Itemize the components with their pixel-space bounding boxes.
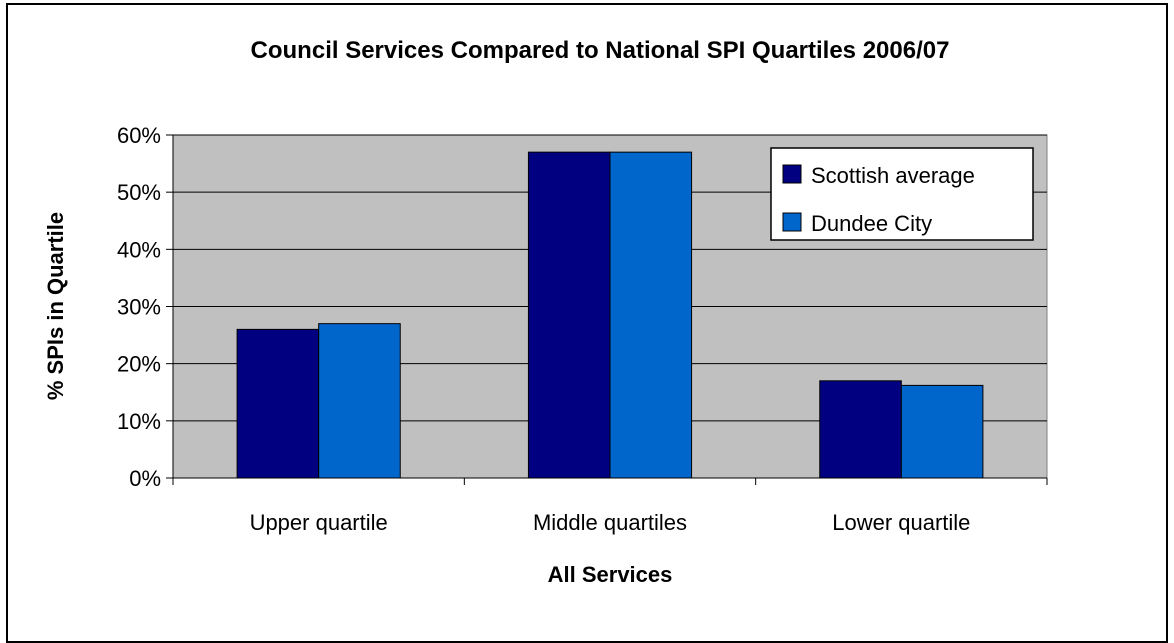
y-axis-label: % SPIs in Quartile — [43, 212, 68, 400]
legend-box — [770, 147, 1034, 241]
legend: Scottish average Dundee City — [770, 147, 1034, 241]
chart: Council Services Compared to National SP… — [43, 37, 1048, 587]
bar-dundee-city — [900, 384, 984, 479]
legend-swatch-scottish-average — [782, 164, 802, 184]
x-tick-labels: Upper quartile Middle quartiles Lower quar… — [250, 510, 971, 535]
y-tick-label: 30% — [117, 295, 161, 320]
y-tick-label: 0% — [129, 466, 161, 491]
x-tick-label: Middle quartiles — [533, 510, 687, 535]
legend-label-scottish-average: Scottish average — [811, 163, 975, 188]
bar-scottish-average — [819, 380, 902, 479]
y-tick-label: 40% — [117, 237, 161, 262]
bar-scottish-average — [527, 151, 611, 479]
bar-dundee-city — [318, 323, 401, 479]
bar-dundee-city — [609, 151, 693, 479]
bar-scottish-average — [236, 328, 320, 479]
x-axis-label: All Services — [548, 562, 673, 587]
y-tick-labels: 0% 10% 20% 30% 40% 50% 60% — [117, 123, 161, 491]
legend-swatch-dundee-city — [782, 212, 802, 232]
y-tick-label: 20% — [117, 352, 161, 377]
chart-title: Council Services Compared to National SP… — [251, 37, 950, 64]
y-tick-label: 10% — [117, 409, 161, 434]
y-tick-label: 50% — [117, 180, 161, 205]
y-tick-label: 60% — [117, 123, 161, 148]
bars — [236, 151, 984, 479]
x-tick-label: Lower quartile — [832, 510, 970, 535]
axes — [166, 134, 1048, 485]
x-tick-label: Upper quartile — [250, 510, 388, 535]
legend-label-dundee-city: Dundee City — [811, 211, 932, 236]
